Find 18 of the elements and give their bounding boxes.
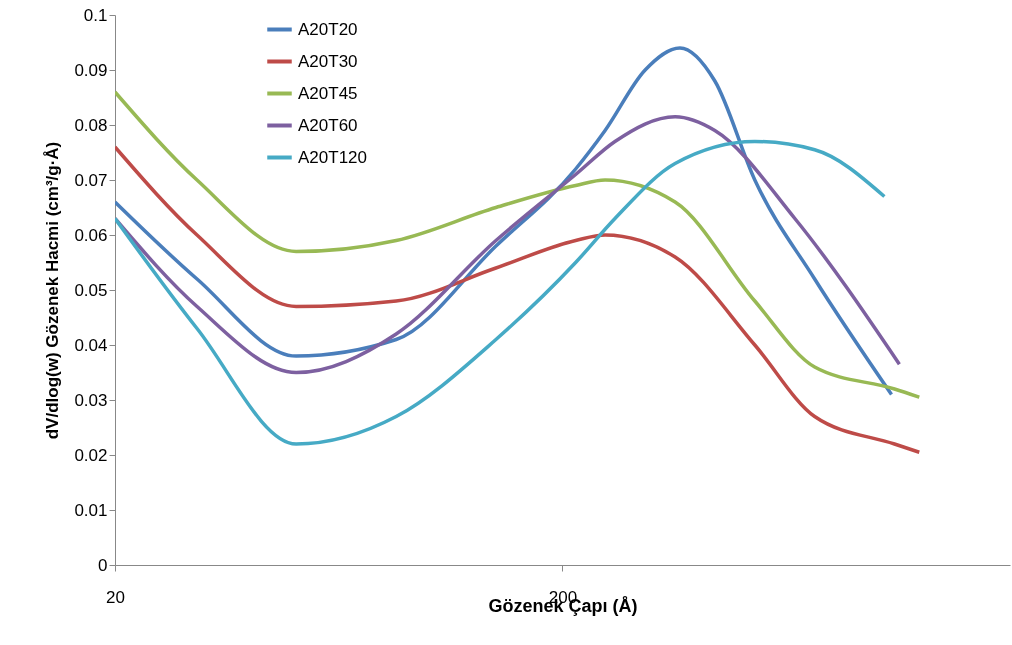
- legend-label: A20T20: [298, 19, 358, 39]
- y-tick-label: 0.1: [83, 5, 108, 25]
- y-tick-label: 0.06: [74, 225, 108, 245]
- y-axis-title: dV/dlog(w) Gözenek Hacmi (cm³/g·Å): [43, 141, 63, 440]
- y-tick-label: 0.04: [74, 335, 108, 355]
- legend-label: A20T120: [298, 147, 367, 167]
- y-tick-label: 0.01: [74, 500, 108, 520]
- y-tick-label: 0.05: [74, 280, 108, 300]
- legend-label: A20T30: [298, 51, 358, 71]
- legend-label: A20T45: [298, 83, 358, 103]
- y-tick-label: 0: [98, 555, 108, 575]
- y-tick-label: 0.02: [74, 445, 108, 465]
- y-tick-label: 0.07: [74, 170, 108, 190]
- legend-label: A20T60: [298, 115, 358, 135]
- x-tick-label: 20: [106, 587, 125, 607]
- y-tick-label: 0.09: [74, 60, 108, 80]
- y-tick-label: 0.08: [74, 115, 108, 135]
- y-tick-label: 0.03: [74, 390, 108, 410]
